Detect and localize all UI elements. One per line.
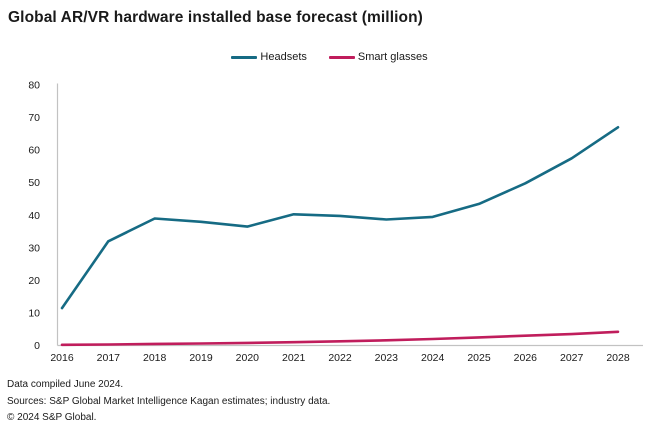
footer-copyright: © 2024 S&P Global.: [7, 412, 97, 423]
x-tick-label: 2026: [514, 352, 538, 364]
legend-label-headsets: Headsets: [260, 51, 307, 63]
x-tick-label: 2027: [560, 352, 584, 364]
y-tick-label: 50: [28, 177, 40, 189]
x-tick-label: 2021: [282, 352, 306, 364]
x-tick-label: 2019: [189, 352, 213, 364]
legend: Headsets Smart glasses: [0, 51, 659, 63]
y-tick-label: 80: [28, 80, 40, 92]
x-tick-label: 2024: [421, 352, 445, 364]
y-tick-label: 60: [28, 145, 40, 157]
footer: Data compiled June 2024. Sources: S&P Gl…: [7, 377, 330, 427]
x-tick-label: 2025: [467, 352, 491, 364]
y-tick-label: 70: [28, 112, 40, 124]
y-tick-label: 0: [34, 340, 40, 352]
footer-sources: Sources: S&P Global Market Intelligence …: [7, 395, 331, 407]
headsets-line: [60, 126, 620, 310]
x-tick-label: 2023: [375, 352, 399, 364]
y-tick-label: 40: [28, 210, 40, 222]
y-tick-label: 10: [28, 307, 40, 319]
legend-label-smart-glasses: Smart glasses: [357, 51, 428, 63]
y-tick-label: 30: [28, 242, 40, 254]
x-tick-label: 2018: [143, 352, 167, 364]
smart-glasses-line: [60, 330, 620, 347]
headsets-line-swatch: [231, 55, 258, 59]
chart-title: Global AR/VR hardware installed base for…: [8, 9, 423, 26]
x-tick-label: 2028: [606, 352, 630, 364]
x-tick-label: 2016: [50, 352, 74, 364]
smart-glasses-line-swatch: [328, 55, 355, 59]
y-tick-label: 20: [28, 275, 40, 287]
x-tick-label: 2017: [97, 352, 121, 364]
legend-item-smart-glasses: Smart glasses: [328, 51, 428, 63]
footer-compiled-date: Data compiled June 2024.: [7, 379, 124, 390]
x-tick-label: 2022: [328, 352, 352, 364]
x-tick-label: 2020: [236, 352, 260, 364]
legend-item-headsets: Headsets: [231, 51, 307, 63]
